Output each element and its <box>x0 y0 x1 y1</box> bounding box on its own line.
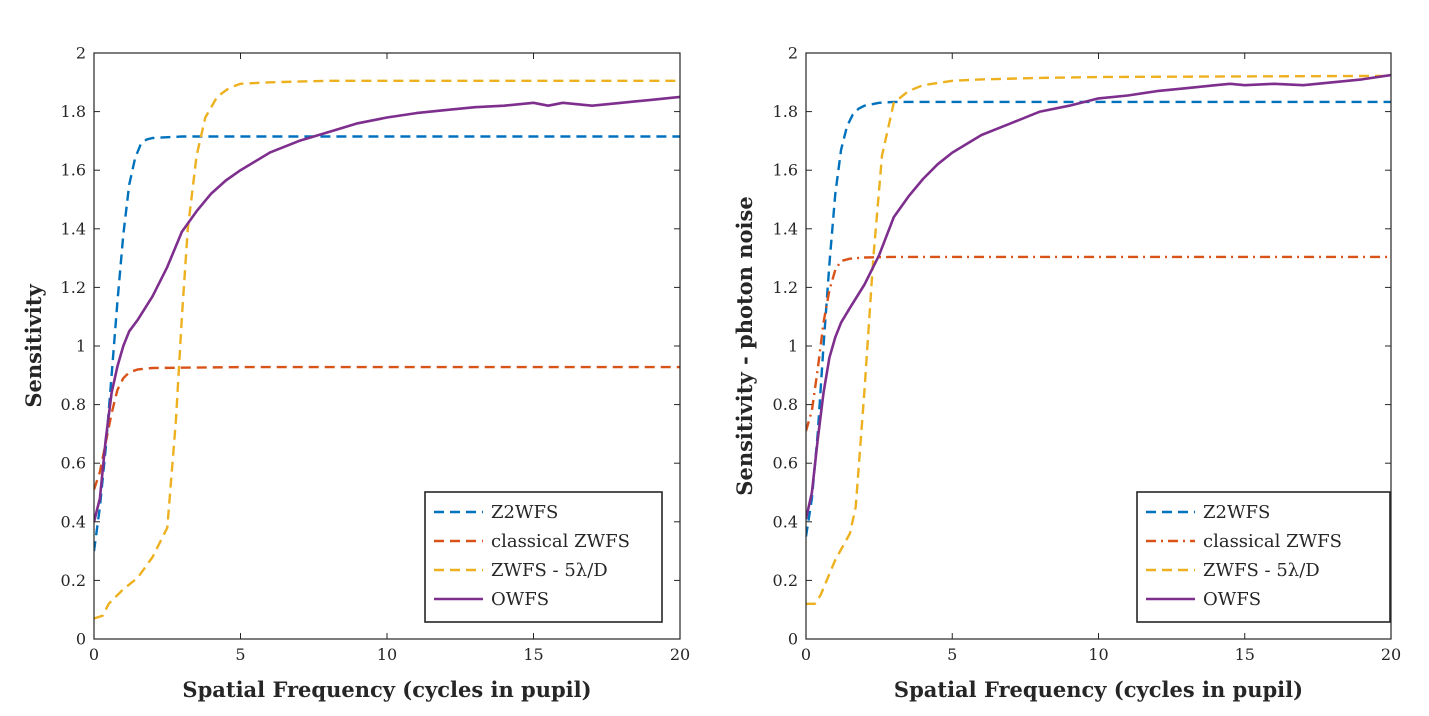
y-tick-label: 0 <box>788 630 798 649</box>
left-panel: 0 5 10 15 20 0 0.2 0.4 0.6 0.8 1 1.2 1.4 1.6 1.8 2 Spati… <box>21 44 690 703</box>
legend-entry-label: OWFS <box>1203 589 1261 610</box>
series-line-classical-zwfs <box>94 365 680 490</box>
x-tick-label: 0 <box>89 645 99 664</box>
y-tick-label: 0.8 <box>773 395 798 414</box>
y-tick-label: 0.4 <box>773 512 798 531</box>
y-tick-label: 0 <box>76 630 86 649</box>
series-line-owfs <box>94 95 680 523</box>
x-tick-label: 20 <box>670 645 690 664</box>
series-line-zwfs-5-d <box>94 79 680 620</box>
y-tick-label: 2 <box>788 44 798 63</box>
legend-box <box>424 491 663 623</box>
series-line-z2wfs <box>806 100 1391 537</box>
series-line-classical-zwfs <box>806 255 1391 432</box>
series-line-owfs <box>806 73 1391 520</box>
x-tick-label: 5 <box>947 645 957 664</box>
y-tick-label: 1 <box>788 337 798 356</box>
legend: Z2WFS classical ZWFS ZWFS - 5λ/D OWFS <box>1136 491 1391 623</box>
y-tick-label: 1.6 <box>773 161 798 180</box>
y-tick-label: 1.2 <box>61 278 86 297</box>
x-tick-label: 20 <box>1381 645 1401 664</box>
x-tick-label: 10 <box>377 645 397 664</box>
x-axis-title: Spatial Frequency (cycles in pupil) <box>182 677 591 702</box>
y-tick-label: 2 <box>76 44 86 63</box>
y-tick-label: 1.8 <box>773 102 798 121</box>
legend-entry-label: ZWFS - 5λ/D <box>491 560 608 581</box>
legend-entry-label: ZWFS - 5λ/D <box>1203 560 1320 581</box>
y-axis-title: Sensitivity <box>21 284 46 408</box>
y-tick-label: 0.2 <box>61 571 86 590</box>
x-tick-label: 0 <box>801 645 811 664</box>
legend-entry-label: Z2WFS <box>1203 502 1270 523</box>
y-axis-title: Sensitivity - photon noise <box>732 196 757 495</box>
series-line-z2wfs <box>94 135 680 552</box>
y-tick-label: 0.6 <box>61 454 86 473</box>
y-tick-label: 1.2 <box>773 278 798 297</box>
legend-box <box>1136 491 1391 623</box>
x-tick-label: 15 <box>1235 645 1255 664</box>
x-tick-label: 10 <box>1088 645 1108 664</box>
y-tick-label: 1.4 <box>773 219 798 238</box>
y-tick-label: 0.6 <box>773 454 798 473</box>
legend-entry-label: classical ZWFS <box>491 531 630 552</box>
legend: Z2WFS classical ZWFS ZWFS - 5λ/D OWFS <box>424 491 663 623</box>
y-tick-label: 0.8 <box>61 395 86 414</box>
y-tick-label: 0.4 <box>61 512 86 531</box>
series-lines <box>94 79 680 620</box>
legend-entry-label: classical ZWFS <box>1203 531 1342 552</box>
y-tick-label: 0.2 <box>773 571 798 590</box>
x-tick-label: 5 <box>235 645 245 664</box>
legend-entry-label: Z2WFS <box>491 502 558 523</box>
y-tick-label: 1 <box>76 337 86 356</box>
right-panel: 0 5 10 15 20 0 0.2 0.4 0.6 0.8 1 1.2 1.4 1.6 1.8 2 Spati… <box>732 44 1401 703</box>
legend-entry-label: OWFS <box>491 589 549 610</box>
y-tick-label: 1.6 <box>61 161 86 180</box>
series-lines <box>806 73 1391 605</box>
x-axis-title: Spatial Frequency (cycles in pupil) <box>894 677 1303 702</box>
y-tick-label: 1.4 <box>61 219 86 238</box>
series-line-zwfs-5-d <box>806 74 1391 605</box>
x-tick-label: 15 <box>523 645 543 664</box>
y-tick-label: 1.8 <box>61 102 86 121</box>
